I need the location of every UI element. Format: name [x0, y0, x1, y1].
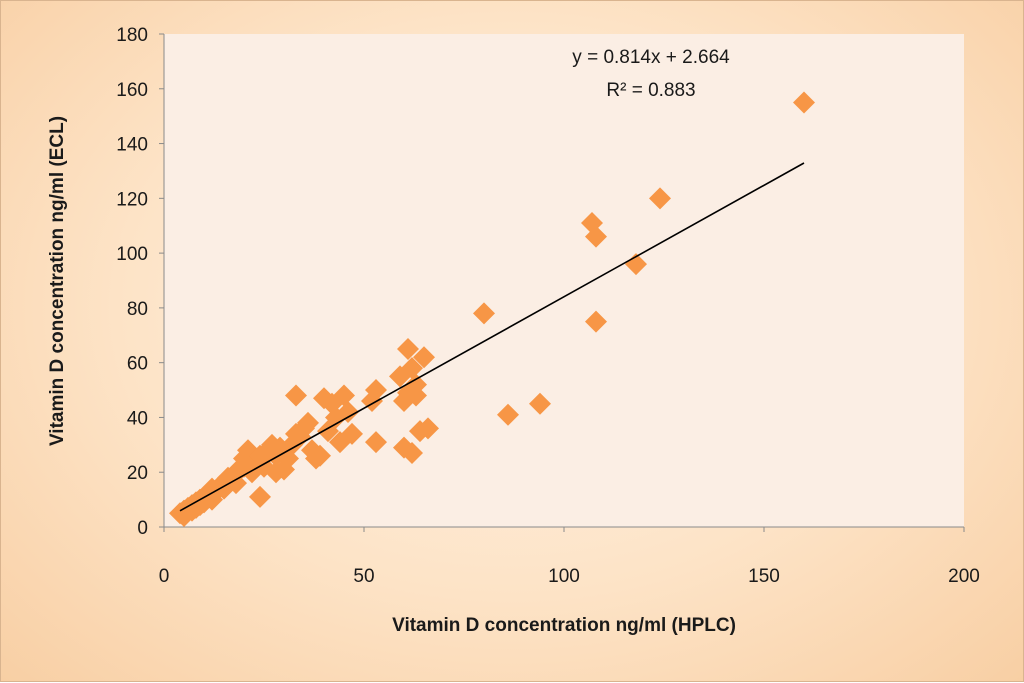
y-tick-label: 100	[116, 244, 148, 265]
x-axis-ticks: 0 50 100 150 200	[159, 527, 980, 587]
trendline	[179, 162, 805, 512]
data-point	[249, 485, 271, 508]
data-point	[337, 400, 359, 423]
x-tick-label: 150	[748, 566, 780, 587]
data-point	[793, 91, 815, 114]
data-point	[497, 403, 519, 426]
data-point	[309, 444, 331, 467]
y-tick-label: 160	[116, 80, 148, 101]
data-point	[365, 431, 387, 454]
y-tick-label: 120	[116, 189, 148, 210]
data-point	[585, 225, 607, 248]
y-tick-label: 140	[116, 135, 148, 156]
x-tick-label: 50	[353, 566, 374, 587]
data-point	[341, 422, 363, 445]
data-point	[401, 442, 423, 465]
data-point	[413, 346, 435, 369]
data-point	[405, 384, 427, 407]
y-axis-title: Vitamin D concentration ng/ml (ECL)	[47, 116, 68, 446]
x-tick-label: 0	[159, 566, 170, 587]
data-point	[585, 310, 607, 333]
r-squared-label: R² = 0.883	[606, 80, 695, 101]
data-point	[401, 357, 423, 380]
y-tick-label: 0	[137, 518, 148, 539]
data-point	[365, 379, 387, 402]
x-axis-title: Vitamin D concentration ng/ml (HPLC)	[392, 615, 736, 636]
data-point	[333, 384, 355, 407]
y-tick-label: 180	[116, 25, 148, 46]
x-tick-label: 100	[548, 566, 580, 587]
y-tick-label: 40	[127, 408, 148, 429]
data-point	[297, 411, 319, 434]
data-point	[473, 302, 495, 325]
data-point	[529, 392, 551, 415]
data-point	[649, 187, 671, 210]
data-point	[285, 384, 307, 407]
y-axis-ticks: 0 20 40 60 80 100 120 140 160 180	[116, 25, 164, 539]
y-tick-label: 60	[127, 354, 148, 375]
y-tick-label: 80	[127, 299, 148, 320]
data-point	[625, 253, 647, 276]
x-tick-label: 200	[948, 566, 980, 587]
trendline-equation: y = 0.814x + 2.664	[572, 47, 730, 68]
data-point	[397, 337, 419, 360]
y-tick-label: 20	[127, 463, 148, 484]
data-point	[417, 417, 439, 440]
data-points	[169, 91, 815, 528]
